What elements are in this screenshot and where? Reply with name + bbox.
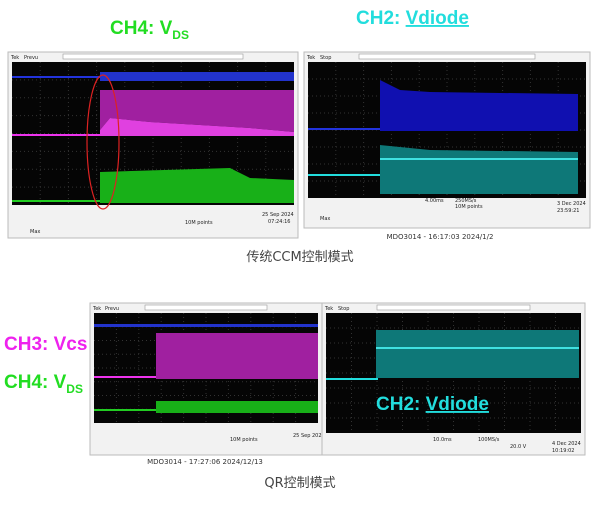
time: 23:59:21 [557, 208, 579, 214]
label-text: CH4: V [110, 18, 173, 39]
level: 20.0 V [510, 444, 527, 450]
mode: Stop [338, 306, 349, 312]
time: 10:19:02 [552, 448, 574, 454]
ch3-trace [100, 118, 294, 136]
caption: 传统CCM控制模式 [246, 250, 353, 265]
ch3-trace [100, 90, 294, 132]
date: 25 Sep 2024 [293, 433, 325, 439]
ch4-trace [94, 409, 156, 411]
ch2-trace [326, 378, 378, 380]
ch4-trace [156, 401, 318, 413]
time: 07:24:16 [268, 219, 290, 225]
scale: 10.0ms [433, 437, 452, 443]
rate: 100MS/s [478, 437, 500, 443]
ch4-trace [12, 200, 102, 202]
brand: Tek [92, 306, 101, 312]
brand: Tek [10, 55, 19, 61]
label-text: CH2: [376, 394, 426, 415]
ch1-trace [308, 128, 382, 130]
ch4-info: Max [30, 229, 40, 235]
ch1-trace [380, 80, 578, 131]
mode: Stop [320, 55, 331, 61]
date: 25 Sep 2024 [262, 212, 294, 218]
points: 10M points [455, 204, 483, 210]
ch2-trace [380, 145, 578, 194]
label-text: CH4: V [4, 372, 67, 393]
ch2-trace [376, 330, 579, 378]
ch4-trace [100, 168, 294, 203]
scope-caption: MDO3014 - 17:27:06 2024/12/13 [147, 458, 263, 466]
ch2-trace [308, 174, 382, 176]
mode: Prevu [24, 55, 38, 61]
ch2-trace [376, 347, 579, 349]
timebar [62, 53, 244, 60]
ch4-label: CH4: VDS [4, 372, 83, 396]
points: 10M points [185, 220, 213, 226]
ch2-label: CH2: Vdiode [376, 394, 489, 415]
ch3-label: CH3: Vcs [4, 334, 87, 355]
ch2-trace [380, 158, 578, 160]
ch3-trace [12, 134, 102, 136]
timebar [376, 304, 531, 311]
ch2-label: CH2: Vdiode [356, 8, 469, 29]
ch4-info: Max [320, 216, 330, 222]
ch1-trace [94, 324, 318, 327]
label-name: Vdiode [406, 8, 469, 29]
label-name: Vdiode [426, 394, 489, 415]
ch4-label: CH4: VDS [110, 18, 189, 42]
scope-caption: MDO3014 - 16:17:03 2024/1/2 [387, 233, 494, 241]
date: 3 Dec 2024 [557, 201, 586, 207]
ch1-trace [100, 72, 294, 81]
date: 4 Dec 2024 [552, 441, 581, 447]
ch3-trace [94, 376, 156, 378]
ch1-trace [12, 76, 102, 78]
label-sub: DS [66, 382, 83, 396]
brand: Tek [324, 306, 333, 312]
label-text: CH2: [356, 8, 406, 29]
highlight [86, 74, 120, 210]
mode: Prevu [105, 306, 119, 312]
caption: QR控制模式 [264, 476, 335, 491]
timebar [358, 53, 536, 60]
ch3-trace [156, 333, 318, 379]
timebar [144, 304, 268, 311]
rate: 250MS/s [455, 198, 477, 204]
scale: 4.00ms [425, 198, 444, 204]
label-sub: DS [172, 28, 189, 42]
brand: Tek [306, 55, 315, 61]
points: 10M points [230, 437, 258, 443]
